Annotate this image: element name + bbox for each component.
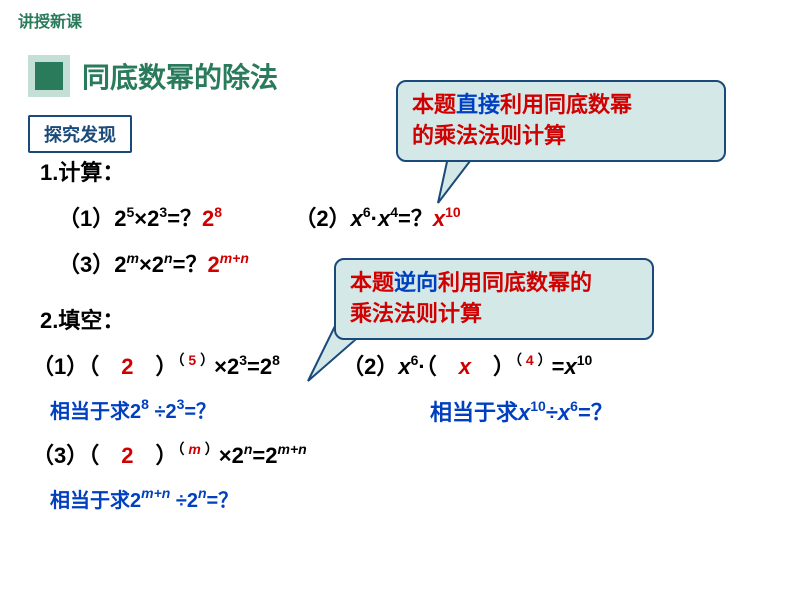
fill-row1: （1）（ 2 ）（ 5 ）×23=28 （2）x6·（ x ）（ 4 ）=x10 bbox=[32, 349, 760, 381]
q3-label: （3） bbox=[58, 252, 114, 277]
f3-mid: ） bbox=[134, 443, 178, 468]
callout1-p2: 直接 bbox=[456, 92, 500, 117]
f2-mid: ） bbox=[471, 354, 515, 379]
f1-label: （1）（ bbox=[32, 354, 121, 379]
f1-exp: （ 5 ） bbox=[178, 352, 215, 368]
f3-equiv: 相当于求2m+n ÷2n=？ bbox=[40, 490, 238, 512]
q1-expr: 25×23=？ bbox=[114, 206, 202, 231]
q2-expr: x6·x4=？ bbox=[351, 206, 433, 231]
equiv-row1: 相当于求28 ÷23=？ 相当于求x10÷x6=？ bbox=[40, 395, 760, 424]
page-title: 同底数幂的除法 bbox=[82, 56, 278, 96]
q3-expr: 2m×2n=？ bbox=[114, 252, 207, 277]
f1-rest: ×23=28 bbox=[214, 354, 280, 379]
q1-ans: 28 bbox=[202, 206, 222, 231]
lesson-tag: 讲授新课 bbox=[18, 8, 82, 32]
f2-rest: =x10 bbox=[552, 354, 593, 379]
q1-label: （1） bbox=[58, 206, 114, 231]
f3-label: （3）（ bbox=[32, 443, 121, 468]
f2-exp: （ 4 ） bbox=[515, 352, 552, 368]
f2-expr: x6·（ bbox=[398, 354, 458, 379]
title-square-inner bbox=[35, 62, 63, 90]
callout-direct: 本题直接利用同底数幂 的乘法法则计算 bbox=[396, 80, 726, 162]
f3-rest: ×2n=2m+n bbox=[219, 443, 307, 468]
callout2-p4: 乘法法则计算 bbox=[350, 301, 482, 326]
callout1-p3: 利用同底数幂 bbox=[500, 92, 632, 117]
explore-tag: 探究发现 bbox=[28, 115, 132, 153]
q2-label: （2） bbox=[294, 206, 350, 231]
title-square bbox=[28, 55, 70, 97]
callout-reverse: 本题逆向利用同底数幂的 乘法法则计算 bbox=[334, 258, 654, 340]
callout1-p1: 本题 bbox=[412, 92, 456, 117]
f2-equiv: 相当于求x10÷x6=？ bbox=[430, 395, 613, 427]
callout1-p4: 的乘法法则计算 bbox=[412, 123, 566, 148]
content-area: 1.计算： （1）25×23=？28 （2）x6·x4=？x10 （3）2m×2… bbox=[40, 155, 760, 527]
q3-ans: 2m+n bbox=[207, 252, 248, 277]
f1-mid: ） bbox=[134, 354, 178, 379]
f2-blank: x bbox=[459, 354, 471, 379]
f1-blank: 2 bbox=[121, 354, 133, 379]
f3-exp: （ m ） bbox=[178, 441, 219, 457]
title-bar: 同底数幂的除法 bbox=[28, 55, 278, 97]
q1-row: （1）25×23=？28 （2）x6·x4=？x10 bbox=[40, 201, 760, 233]
f3-blank: 2 bbox=[121, 443, 133, 468]
q2-ans: x10 bbox=[433, 206, 461, 231]
equiv-row3: 相当于求2m+n ÷2n=？ bbox=[40, 484, 760, 513]
f1-equiv: 相当于求28 ÷23=？ bbox=[40, 401, 216, 423]
callout2-p1: 本题 bbox=[350, 270, 394, 295]
callout2-p3: 利用同底数幂的 bbox=[438, 270, 592, 295]
callout2-p2: 逆向 bbox=[394, 270, 438, 295]
fill-row3: （3）（ 2 ）（ m ）×2n=2m+n bbox=[32, 438, 760, 470]
